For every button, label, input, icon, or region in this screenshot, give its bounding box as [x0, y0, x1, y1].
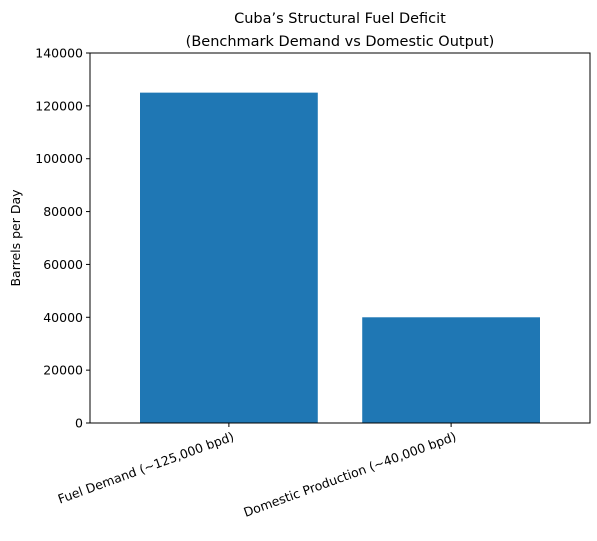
y-tick-label-2: 40000	[43, 310, 83, 325]
x-tick-label-0: Fuel Demand (~125,000 bpd)	[56, 429, 236, 507]
bar-1	[362, 317, 540, 423]
x-tick-label-1: Domestic Production (~40,000 bpd)	[241, 429, 458, 520]
y-tick-label-3: 60000	[43, 257, 83, 272]
chart-title-line-2: (Benchmark Demand vs Domestic Output)	[186, 34, 495, 50]
y-tick-label-6: 120000	[35, 98, 83, 113]
chart-title-line-1: Cuba’s Structural Fuel Deficit	[234, 11, 446, 27]
y-tick-label-1: 20000	[43, 363, 83, 378]
y-tick-label-0: 0	[75, 416, 83, 431]
y-axis-label: Barrels per Day	[8, 189, 23, 287]
y-tick-label-7: 140000	[35, 46, 83, 61]
y-tick-label-5: 100000	[35, 151, 83, 166]
y-tick-label-4: 80000	[43, 204, 83, 219]
plot-area: 0 20000 40000 60000 80000 100000 120000 140000 F…	[35, 46, 591, 520]
bar-0	[140, 92, 318, 424]
plot-frame	[89, 52, 591, 424]
